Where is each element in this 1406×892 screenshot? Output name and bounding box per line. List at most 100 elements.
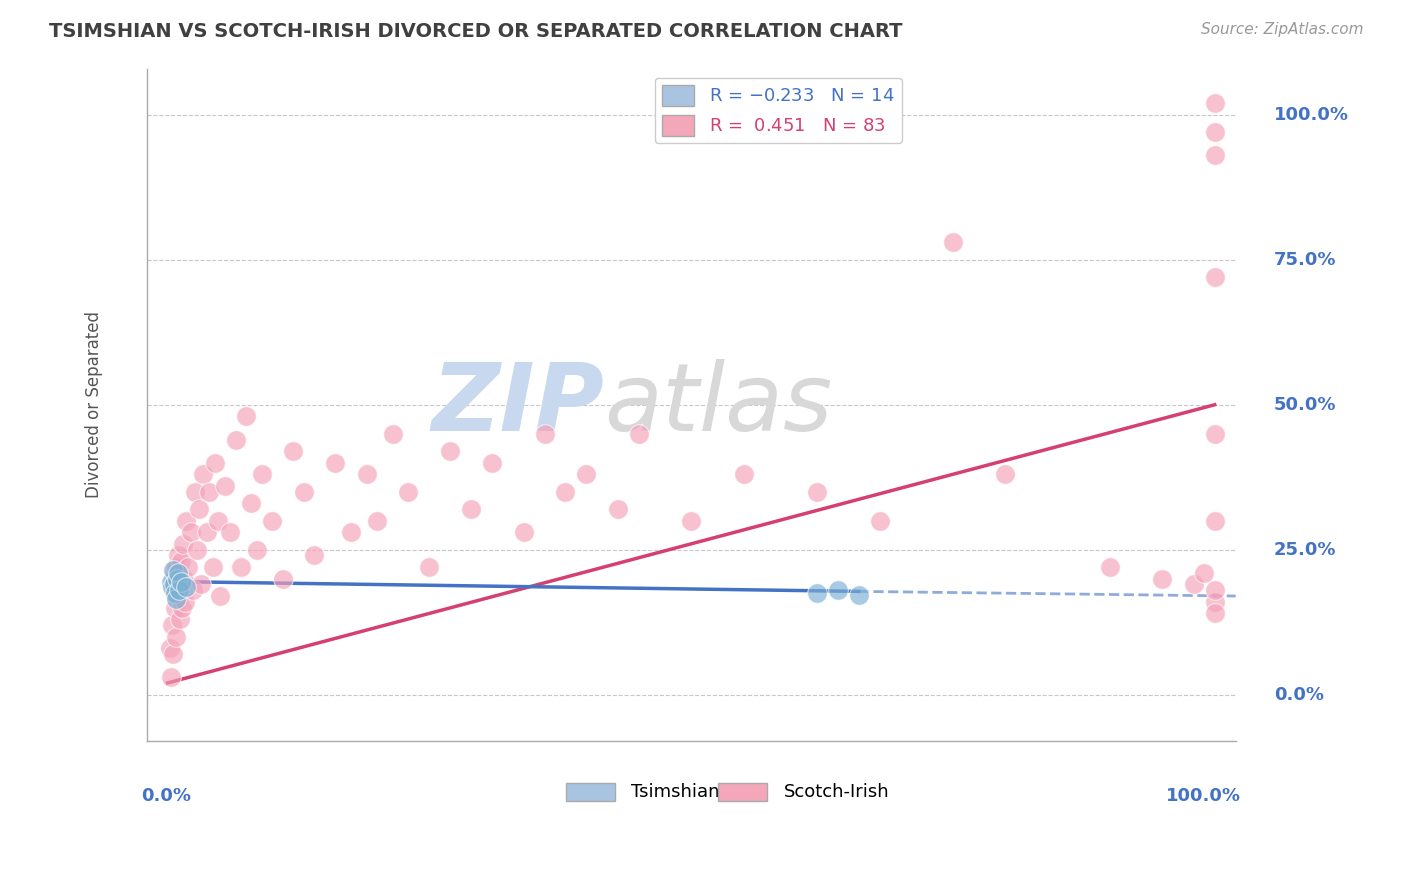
FancyBboxPatch shape (718, 782, 768, 801)
Point (340, 525, 363, 540)
Point (214, 479, 236, 493)
Point (191, 467, 214, 482)
Point (481, 456, 503, 470)
Point (512, 525, 534, 540)
Point (240, 496, 263, 510)
Point (827, 583, 849, 598)
Point (1204, 595, 1226, 609)
Point (188, 502, 211, 516)
Point (172, 600, 194, 615)
Point (184, 484, 207, 499)
FancyBboxPatch shape (565, 782, 614, 801)
Point (1194, 566, 1216, 580)
Point (323, 456, 346, 470)
Point (302, 549, 325, 563)
Point (942, 235, 965, 250)
Point (163, 566, 186, 580)
Point (229, 560, 252, 574)
Point (806, 586, 828, 600)
Point (575, 467, 598, 482)
Point (1204, 125, 1226, 139)
Point (167, 549, 190, 563)
Text: TSIMSHIAN VS SCOTCH-IRISH DIVORCED OR SEPARATED CORRELATION CHART: TSIMSHIAN VS SCOTCH-IRISH DIVORCED OR SE… (49, 22, 903, 41)
Point (162, 647, 184, 661)
Text: Source: ZipAtlas.com: Source: ZipAtlas.com (1201, 22, 1364, 37)
Point (271, 572, 294, 586)
Point (208, 589, 231, 603)
Point (219, 525, 242, 540)
Point (366, 514, 388, 528)
Point (207, 514, 229, 528)
Point (396, 484, 419, 499)
Point (1204, 607, 1226, 621)
Point (1204, 270, 1226, 285)
Point (170, 574, 193, 589)
Point (533, 426, 555, 441)
Point (198, 484, 221, 499)
Point (994, 467, 1017, 482)
Point (1204, 426, 1226, 441)
Point (163, 586, 186, 600)
Point (180, 525, 202, 540)
Point (190, 577, 212, 591)
Point (283, 444, 305, 458)
Point (177, 560, 200, 574)
Text: 0.0%: 0.0% (1274, 686, 1324, 704)
Point (235, 409, 257, 424)
Point (1204, 96, 1226, 111)
Point (172, 537, 194, 551)
Point (201, 560, 224, 574)
Point (169, 612, 191, 626)
Point (162, 563, 184, 577)
Point (733, 467, 755, 482)
Point (163, 600, 186, 615)
Point (160, 577, 183, 591)
Point (225, 433, 247, 447)
Point (167, 577, 190, 591)
Point (848, 588, 870, 602)
Point (869, 514, 891, 528)
Point (159, 574, 181, 589)
Point (174, 595, 197, 609)
Point (165, 560, 187, 574)
Point (356, 467, 378, 482)
Point (250, 467, 273, 482)
Point (1204, 514, 1226, 528)
Text: Scotch-Irish: Scotch-Irish (783, 783, 890, 801)
Point (381, 426, 404, 441)
Text: Tsimshian: Tsimshian (631, 783, 720, 801)
Text: ZIP: ZIP (432, 359, 605, 450)
Point (204, 456, 226, 470)
Point (163, 577, 186, 591)
Point (1204, 583, 1226, 598)
Point (181, 583, 204, 598)
Point (163, 583, 186, 598)
Point (176, 580, 198, 594)
Point (167, 583, 190, 598)
Point (159, 641, 181, 656)
Point (195, 525, 218, 540)
Point (170, 554, 193, 568)
Point (606, 502, 628, 516)
Text: 100.0%: 100.0% (1166, 787, 1241, 805)
Legend: R = $-0.233$   N = 14, R =  $0.451$   N = 83: R = $-0.233$ N = 14, R = $0.451$ N = 83 (655, 78, 901, 143)
Point (1204, 148, 1226, 162)
Point (173, 572, 195, 586)
Point (460, 502, 482, 516)
Text: 25.0%: 25.0% (1274, 541, 1336, 558)
Point (1098, 560, 1121, 574)
Point (806, 484, 828, 499)
Point (681, 514, 703, 528)
Point (166, 572, 188, 586)
Point (166, 572, 188, 586)
Point (1182, 577, 1205, 591)
Point (159, 670, 181, 684)
Point (186, 542, 208, 557)
Text: atlas: atlas (605, 359, 832, 450)
Point (165, 630, 187, 644)
Point (292, 484, 315, 499)
Text: 50.0%: 50.0% (1274, 396, 1336, 414)
Point (245, 542, 267, 557)
Point (160, 580, 183, 594)
Point (160, 618, 183, 632)
